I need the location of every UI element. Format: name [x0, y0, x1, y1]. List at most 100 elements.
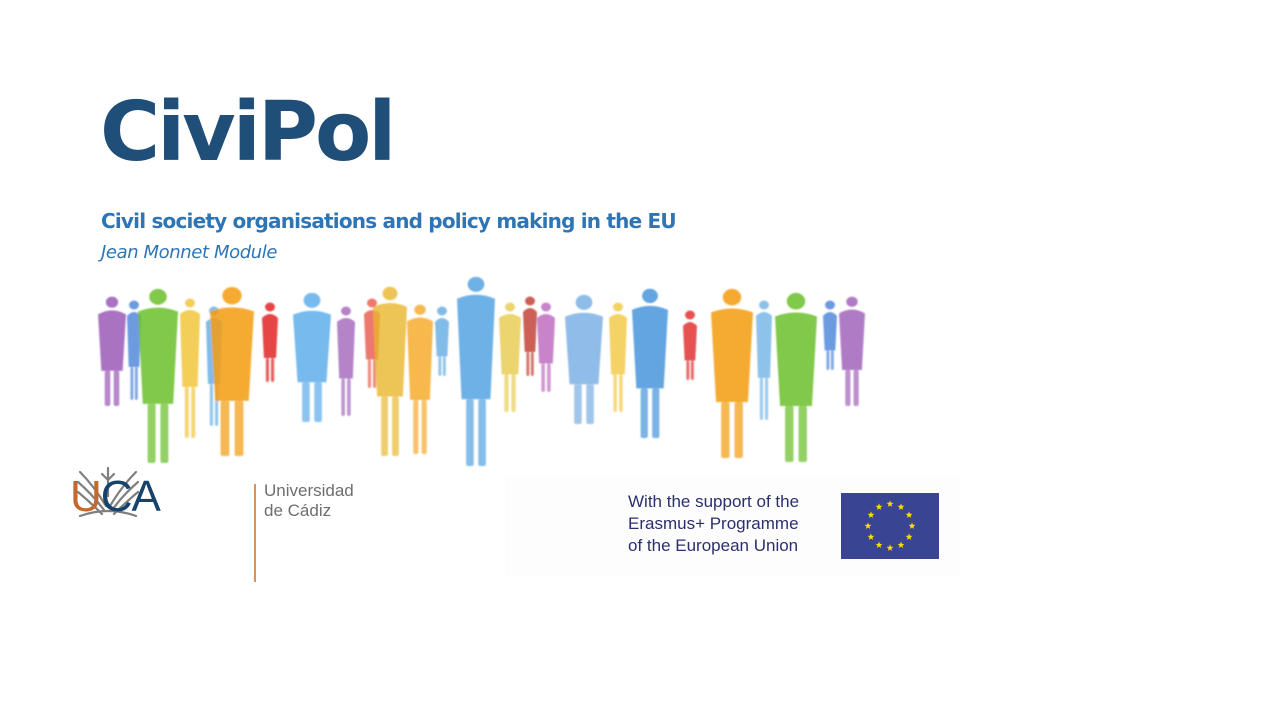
crowd-figure-leg: [220, 400, 230, 456]
eu-flag-star: [864, 522, 872, 529]
crowd-figure-head: [541, 302, 551, 312]
crowd-figure-leg: [372, 359, 377, 388]
crowd-figure-leg: [526, 352, 530, 376]
crowd-figure-body: [180, 310, 200, 387]
erasmus-support-logo: With the support of the Erasmus+ Program…: [505, 475, 960, 577]
eu-flag-star: [905, 533, 913, 540]
uca-acronym-ca: CA: [100, 472, 161, 521]
crowd-figure-head: [437, 306, 447, 316]
crowd-figure-leg: [686, 360, 690, 380]
crowd-figure-leg: [191, 387, 196, 438]
crowd-figure-head: [341, 306, 351, 316]
crowd-figure-leg: [853, 369, 859, 406]
crowd-figure-head: [185, 298, 195, 308]
crowd-figure-leg: [381, 396, 388, 456]
uca-acronym-u: U: [70, 472, 102, 521]
crowd-figure-leg: [830, 350, 834, 370]
eu-flag-star: [897, 503, 905, 510]
crowd-figure-head: [846, 296, 858, 307]
crowd-figure-leg: [413, 399, 419, 454]
crowd-figure-leg: [147, 403, 156, 463]
crowd-figure-leg: [845, 369, 851, 406]
eu-flag-star: [867, 511, 875, 518]
crowd-figure-leg: [826, 350, 830, 370]
slide-title: CiviPol: [100, 85, 396, 180]
crowd-figure-leg: [652, 388, 660, 438]
crowd-figure-leg: [421, 399, 427, 454]
crowd-figure-body: [499, 314, 521, 375]
crowd-figure-leg: [302, 382, 310, 422]
crowd-figure-body: [632, 305, 668, 389]
eu-flag-star: [867, 533, 875, 540]
crowd-figure-head: [525, 296, 535, 306]
crowd-figure-leg: [442, 356, 446, 376]
crowd-figure-leg: [438, 356, 442, 376]
crowd-figure-body: [337, 318, 355, 379]
crowd-figure-leg: [347, 378, 351, 416]
crowd-figure-body: [823, 312, 837, 351]
eu-flag-star: [886, 544, 894, 551]
crowd-figure-head: [265, 302, 275, 312]
crowd-figure-body: [756, 312, 772, 378]
crowd-figure-head: [414, 304, 426, 315]
crowd-figure-leg: [721, 401, 730, 458]
uca-logo: Universidad de Cádiz: [76, 466, 376, 584]
crowd-figure-body: [523, 308, 537, 352]
crowd-figure-head: [575, 294, 593, 310]
crowd-figure-body: [565, 312, 603, 385]
crowd-figure-body: [373, 302, 407, 397]
crowd-figure-head: [105, 296, 119, 308]
crowd-figure-leg: [511, 374, 516, 412]
eu-flag-star: [875, 503, 883, 510]
crowd-figure-body: [711, 308, 753, 402]
crowd-figure-head: [613, 302, 623, 312]
crowd-figure-leg: [619, 374, 623, 412]
crowd-figure-leg: [466, 399, 474, 466]
crowd-figure-leg: [785, 405, 794, 462]
crowd-figure-head: [467, 276, 485, 292]
crowd-figure-leg: [265, 358, 270, 382]
crowd-figure-head: [825, 300, 835, 310]
crowd-figure-head: [759, 300, 769, 310]
erasmus-line2: Erasmus+ Programme: [628, 514, 799, 533]
crowd-figure-leg: [759, 378, 764, 420]
crowd-figure-leg: [574, 384, 582, 424]
uca-name-line1: Universidad: [264, 481, 354, 500]
crowd-figure-leg: [530, 352, 534, 376]
eu-flag-star: [886, 500, 894, 507]
crowd-figure-head: [382, 286, 398, 301]
eu-flag-icon: [841, 493, 939, 559]
crowd-figure-leg: [640, 388, 648, 438]
crowd-figure-leg: [586, 384, 594, 424]
crowd-figure-leg: [270, 358, 275, 382]
crowd-figure-body: [127, 312, 141, 367]
crowd-figure-body: [262, 314, 278, 358]
crowd-figure-body: [457, 294, 495, 400]
eu-flag-star: [897, 541, 905, 548]
crowd-figure-leg: [184, 387, 189, 438]
eu-flag-star: [905, 511, 913, 518]
crowd-figure-leg: [734, 401, 743, 458]
crowd-figure-leg: [690, 360, 694, 380]
crowd-figure-leg: [613, 374, 617, 412]
crowd-figure-leg: [367, 359, 372, 388]
crowd-figure-leg: [392, 396, 399, 456]
crowd-figure-leg: [764, 378, 769, 420]
crowd-figure-head: [222, 286, 242, 305]
crowd-figure-head: [786, 292, 806, 310]
crowd-figure-body: [609, 314, 627, 375]
uca-emblem-icon: [76, 466, 140, 518]
crowd-figure-head: [129, 300, 139, 310]
crowd-figure-leg: [798, 405, 807, 462]
erasmus-line3: of the European Union: [628, 536, 799, 555]
uca-name-line2: de Cádiz: [264, 501, 332, 520]
crowd-figure-head: [149, 288, 167, 305]
crowd-figure-leg: [113, 370, 120, 406]
erasmus-support-text: With the support of the Erasmus+ Program…: [628, 491, 799, 557]
slide-tagline: Jean Monnet Module: [101, 242, 278, 263]
slide-subtitle: Civil society organisations and policy m…: [101, 209, 677, 233]
uca-divider: [254, 484, 256, 582]
crowd-figure-leg: [314, 382, 322, 422]
crowd-figure-leg: [134, 367, 138, 400]
